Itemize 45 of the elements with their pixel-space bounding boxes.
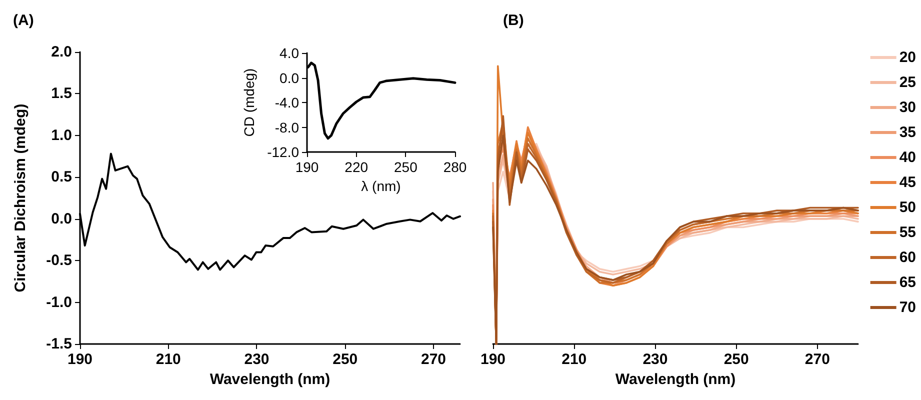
x-tick-label: 230 [642,351,668,368]
legend-label: 35 [899,124,916,141]
x-axis-title: Wavelength (nm) [615,371,736,388]
y-tick-label: 0.5 [51,168,72,186]
y-tick-label: 4.0 [280,45,300,61]
x-tick-label: 220 [344,159,368,175]
y-axis-title: Circular Dichroism (mdeg) [12,104,29,292]
legend-label: 65 [899,274,916,291]
legend-label: 40 [899,149,916,166]
legend-label: 20 [899,49,916,66]
legend-label: 55 [899,224,916,241]
y-tick-label: 0.0 [51,210,72,228]
y-tick-label: -0.5 [46,252,72,270]
x-tick-label: 210 [562,351,587,368]
legend-label: 30 [899,99,916,116]
chart-title: (A) [13,12,34,29]
legend-label: 50 [899,199,916,216]
x-axis-title: λ (nm) [361,178,401,194]
y-tick-label: 0.0 [280,70,300,86]
x-tick-label: 190 [295,159,319,175]
legend-label: 25 [899,74,916,91]
y-tick-label: -12.0 [267,144,300,160]
legend-label: 45 [899,174,916,191]
x-tick-label: 270 [420,351,446,368]
x-tick-label: 270 [804,351,830,368]
y-axis-title: CD (mdeg) [241,68,258,137]
x-tick-label: 250 [724,351,749,368]
x-axis-title: Wavelength (nm) [210,371,330,388]
legend-label: 70 [899,299,916,316]
x-tick-label: 230 [244,351,270,368]
y-tick-label: 2.0 [51,44,72,60]
chart-title: (B) [503,12,524,29]
x-tick-label: 190 [480,351,506,368]
x-tick-label: 190 [67,351,93,368]
x-tick-label: 210 [156,351,181,368]
y-tick-label: -4.0 [274,94,300,110]
y-tick-label: 1.0 [51,126,72,144]
y-tick-label: -1.5 [46,336,72,352]
y-tick-label: 1.5 [51,85,72,102]
x-tick-label: 280 [443,159,467,175]
y-tick-label: -8.0 [274,119,300,136]
legend-label: 60 [899,249,916,266]
y-tick-label: -1.0 [46,294,72,311]
x-tick-label: 250 [332,351,358,368]
x-tick-label: 250 [394,159,418,175]
